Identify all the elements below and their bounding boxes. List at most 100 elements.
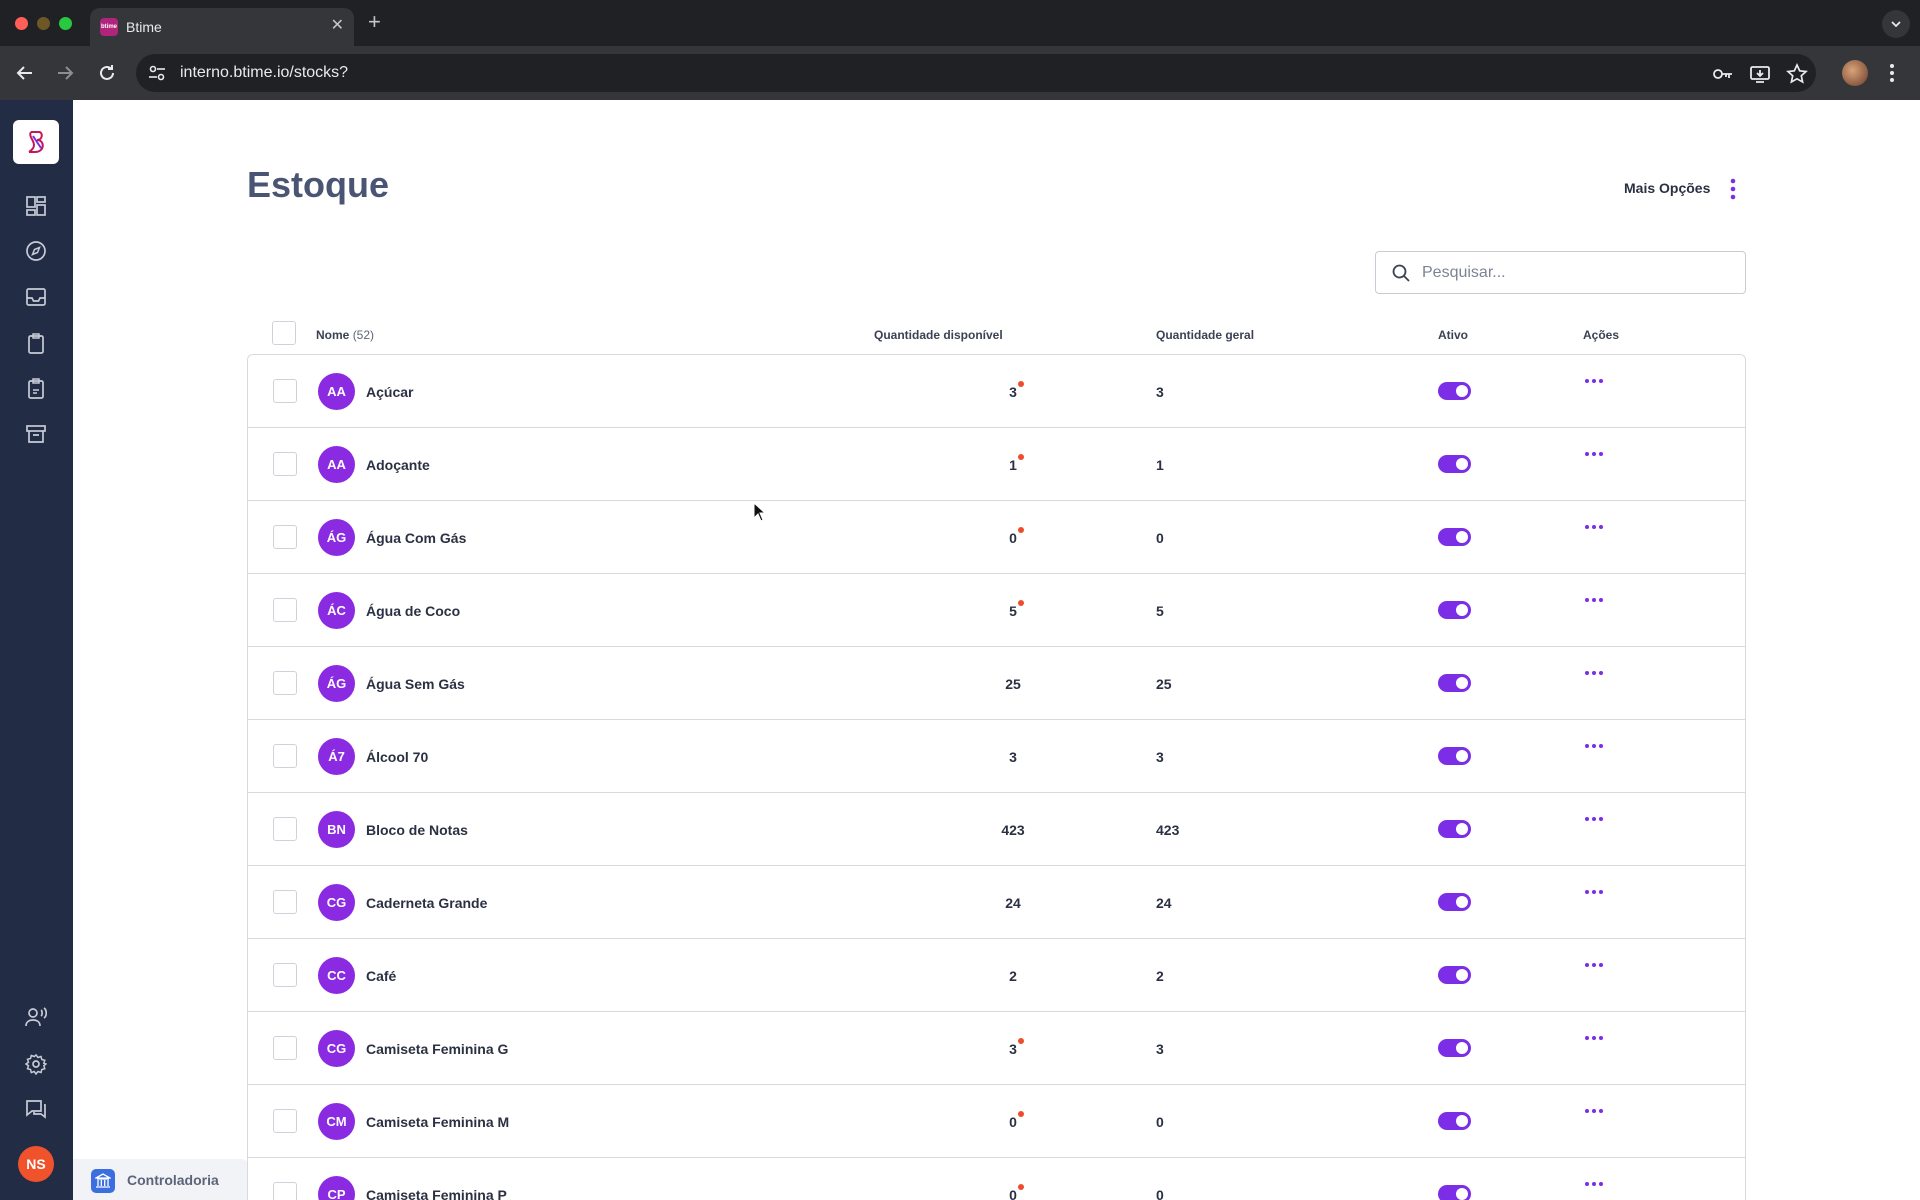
item-name[interactable]: Café [366, 968, 397, 984]
back-arrow-icon[interactable] [13, 61, 37, 85]
item-name[interactable]: Açúcar [366, 384, 414, 400]
btime-logo[interactable] [13, 120, 59, 164]
active-toggle[interactable] [1438, 674, 1471, 692]
item-name[interactable]: Camiseta Feminina G [366, 1041, 509, 1057]
row-actions-icon[interactable] [1583, 596, 1605, 610]
item-name[interactable]: Água de Coco [366, 603, 461, 619]
active-toggle[interactable] [1438, 528, 1471, 546]
row-actions-icon[interactable] [1583, 1180, 1605, 1194]
table-row[interactable]: ÁG Água Sem Gás 25 25 [248, 647, 1745, 720]
row-checkbox[interactable] [273, 452, 297, 476]
row-checkbox[interactable] [273, 379, 297, 403]
forward-arrow-icon[interactable] [53, 61, 77, 85]
row-actions-icon[interactable] [1583, 523, 1605, 537]
tab-close-icon[interactable]: ✕ [330, 17, 344, 34]
header-qty-total[interactable]: Quantidade geral [1156, 328, 1255, 342]
address-bar[interactable]: interno.btime.io/stocks? [136, 54, 1816, 92]
inbox-icon[interactable] [25, 286, 47, 308]
active-toggle[interactable] [1438, 601, 1471, 619]
tab-search-button[interactable] [1882, 10, 1910, 38]
browser-menu-icon[interactable] [1890, 63, 1894, 83]
btime-logo-icon [28, 131, 44, 153]
more-options-kebab-icon[interactable] [1730, 178, 1736, 200]
table-row[interactable]: ÁG Água Com Gás 0 0 [248, 501, 1745, 574]
row-checkbox[interactable] [273, 890, 297, 914]
row-checkbox[interactable] [273, 671, 297, 695]
browser-profile-avatar[interactable] [1842, 60, 1868, 86]
table-row[interactable]: CP Camiseta Feminina P 0 0 [248, 1158, 1745, 1200]
row-actions-icon[interactable] [1583, 450, 1605, 464]
gear-icon[interactable] [25, 1053, 47, 1075]
archive-icon[interactable] [25, 423, 47, 445]
active-toggle[interactable] [1438, 893, 1471, 911]
site-settings-icon[interactable] [148, 65, 166, 81]
table-row[interactable]: CM Camiseta Feminina M 0 0 [248, 1085, 1745, 1158]
item-name[interactable]: Álcool 70 [366, 749, 429, 765]
row-actions-icon[interactable] [1583, 888, 1605, 902]
item-name[interactable]: Camiseta Feminina M [366, 1114, 510, 1130]
active-toggle[interactable] [1438, 1185, 1471, 1200]
item-name[interactable]: Camiseta Feminina P [366, 1187, 507, 1200]
more-options-button[interactable]: Mais Opções [1624, 180, 1711, 196]
row-checkbox[interactable] [273, 963, 297, 987]
row-checkbox[interactable] [273, 817, 297, 841]
users-voice-icon[interactable] [25, 1006, 47, 1028]
clipboard-check-icon[interactable] [25, 377, 47, 399]
row-checkbox[interactable] [273, 1182, 297, 1200]
active-toggle[interactable] [1438, 1039, 1471, 1057]
row-actions-icon[interactable] [1583, 815, 1605, 829]
row-actions-icon[interactable] [1583, 377, 1605, 391]
header-name[interactable]: Nome (52) [316, 328, 374, 342]
table-row[interactable]: CG Caderneta Grande 24 24 [248, 866, 1745, 939]
key-icon[interactable] [1712, 63, 1734, 85]
item-name[interactable]: Bloco de Notas [366, 822, 468, 838]
header-qty-available[interactable]: Quantidade disponível [874, 328, 1003, 342]
row-checkbox[interactable] [273, 525, 297, 549]
compass-icon[interactable] [25, 240, 47, 262]
select-all-checkbox[interactable] [272, 321, 296, 345]
row-checkbox[interactable] [273, 598, 297, 622]
clipboard-icon[interactable] [25, 332, 47, 354]
table-row[interactable]: AA Açúcar 3 3 [248, 355, 1745, 428]
active-toggle[interactable] [1438, 966, 1471, 984]
row-checkbox[interactable] [273, 1109, 297, 1133]
browser-tab[interactable]: btime Btime ✕ [90, 8, 354, 46]
window-close-button[interactable] [15, 17, 28, 30]
item-name[interactable]: Água Com Gás [366, 530, 467, 546]
active-toggle[interactable] [1438, 747, 1471, 765]
chat-icon[interactable] [25, 1098, 47, 1120]
search-input[interactable] [1422, 260, 1722, 286]
user-avatar[interactable]: NS [18, 1146, 54, 1182]
table-row[interactable]: AA Adoçante 1 1 [248, 428, 1745, 501]
table-row[interactable]: CG Camiseta Feminina G 3 3 [248, 1012, 1745, 1085]
row-checkbox[interactable] [273, 1036, 297, 1060]
dashboard-icon[interactable] [25, 195, 47, 217]
active-toggle[interactable] [1438, 455, 1471, 473]
qty-total-value: 3 [1156, 384, 1164, 400]
active-toggle[interactable] [1438, 1112, 1471, 1130]
row-actions-icon[interactable] [1583, 742, 1605, 756]
reload-icon[interactable] [95, 61, 119, 85]
new-tab-button[interactable]: + [368, 9, 381, 34]
controladoria-switcher[interactable]: Controladoria [73, 1159, 249, 1200]
table-row[interactable]: CC Café 2 2 [248, 939, 1745, 1012]
row-actions-icon[interactable] [1583, 961, 1605, 975]
window-minimize-button[interactable] [37, 17, 50, 30]
search-box[interactable] [1375, 251, 1746, 294]
table-row[interactable]: BN Bloco de Notas 423 423 [248, 793, 1745, 866]
active-toggle[interactable] [1438, 820, 1471, 838]
item-name[interactable]: Caderneta Grande [366, 895, 488, 911]
install-app-icon[interactable] [1749, 63, 1771, 85]
row-actions-icon[interactable] [1583, 1107, 1605, 1121]
row-checkbox[interactable] [273, 744, 297, 768]
row-actions-icon[interactable] [1583, 669, 1605, 683]
table-row[interactable]: ÁC Água de Coco 5 5 [248, 574, 1745, 647]
window-maximize-button[interactable] [59, 17, 72, 30]
table-row[interactable]: Á7 Álcool 70 3 3 [248, 720, 1745, 793]
item-name[interactable]: Adoçante [366, 457, 430, 473]
active-toggle[interactable] [1438, 382, 1471, 400]
qty-total-value: 3 [1156, 749, 1164, 765]
row-actions-icon[interactable] [1583, 1034, 1605, 1048]
star-icon[interactable] [1786, 63, 1808, 85]
item-name[interactable]: Água Sem Gás [366, 676, 465, 692]
